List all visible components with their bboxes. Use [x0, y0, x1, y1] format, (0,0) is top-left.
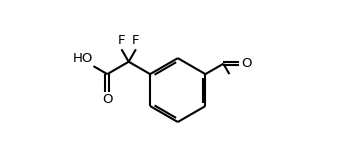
Text: HO: HO: [72, 52, 93, 65]
Text: O: O: [102, 93, 113, 106]
Text: F: F: [118, 34, 125, 47]
Text: F: F: [132, 34, 140, 47]
Text: O: O: [242, 57, 252, 70]
